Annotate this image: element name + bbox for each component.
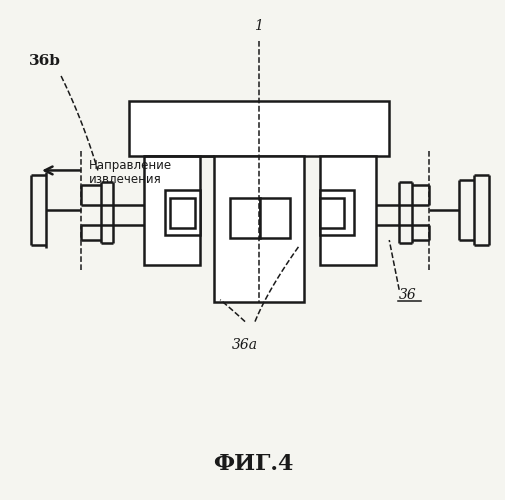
Bar (170, 198, 195, 228)
Text: 36: 36 (398, 288, 416, 302)
Text: 1: 1 (254, 19, 263, 33)
Bar (165, 190, 200, 235)
Bar (319, 198, 344, 228)
Text: Направление: Направление (89, 159, 172, 172)
Bar (143, 156, 200, 265)
Text: 36b: 36b (29, 54, 61, 68)
Bar (319, 156, 376, 265)
Bar (214, 156, 303, 302)
Text: 36a: 36a (232, 338, 258, 351)
Text: ФИГ.4: ФИГ.4 (213, 453, 292, 475)
Bar (128, 101, 388, 156)
Text: извлечения: извлечения (89, 173, 161, 186)
Bar (260, 198, 289, 238)
Bar (319, 190, 354, 235)
Bar (230, 198, 260, 238)
